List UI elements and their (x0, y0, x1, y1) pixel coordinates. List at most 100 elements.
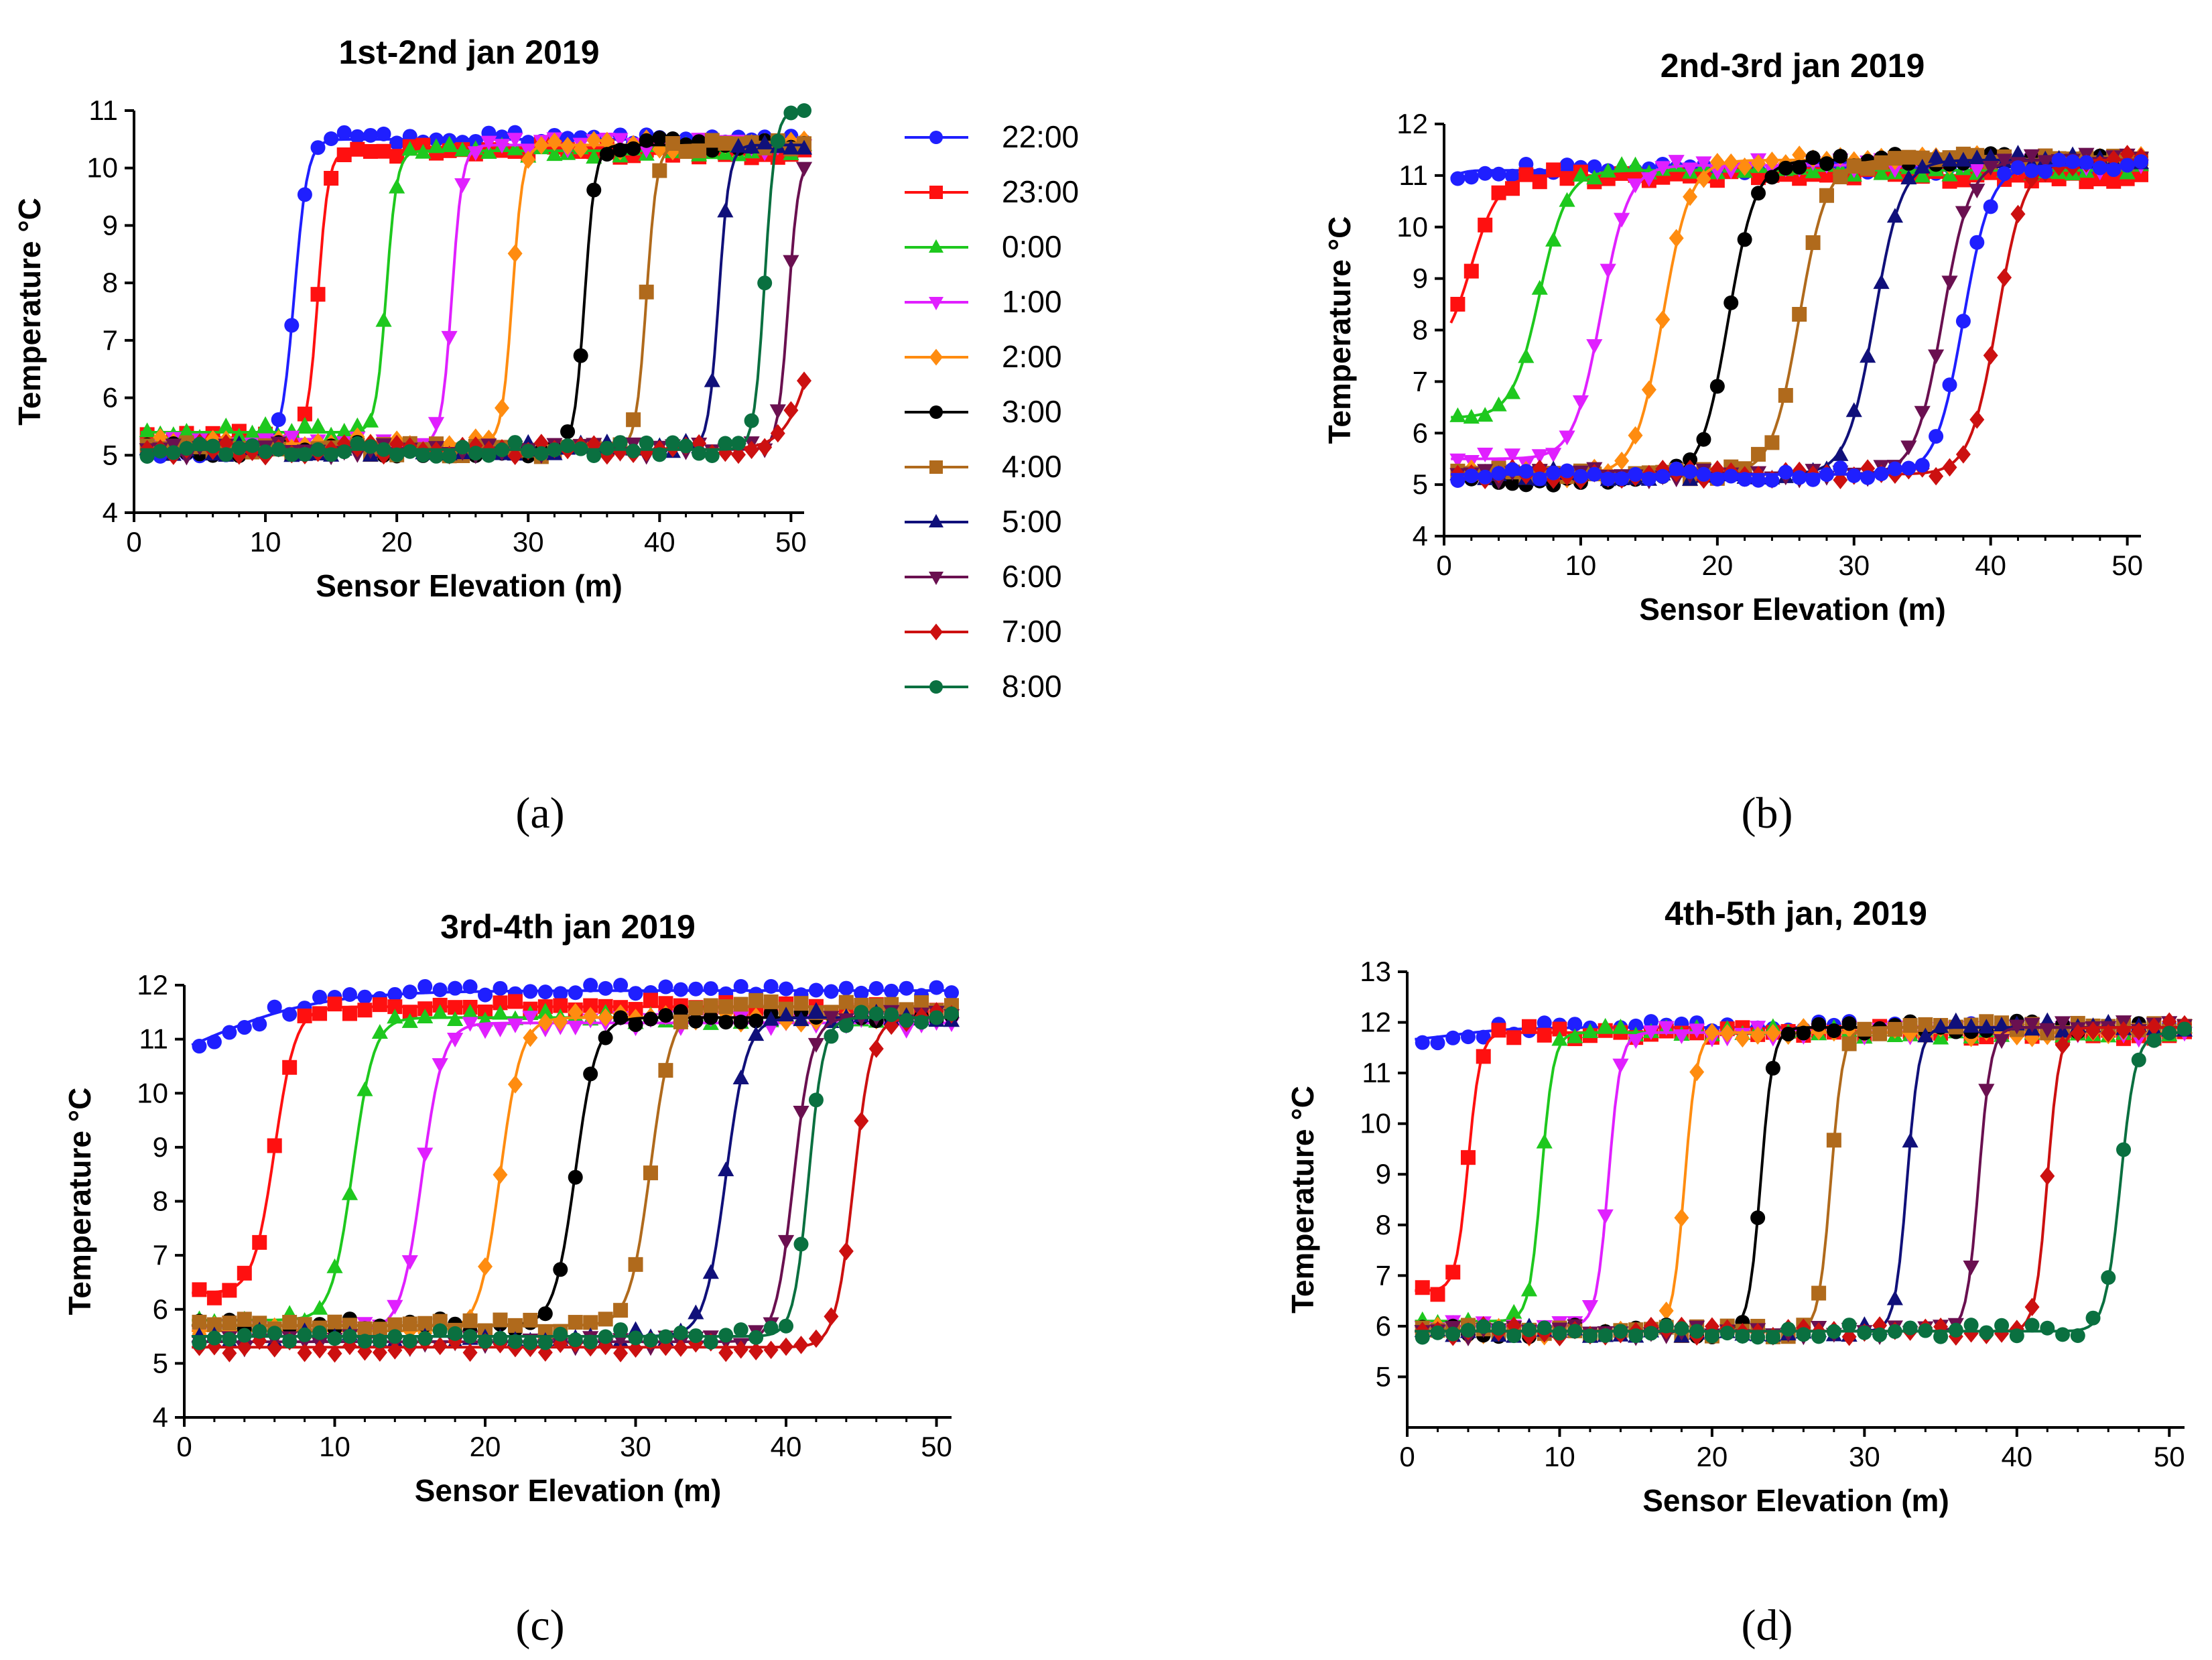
panel-b-point-6:00 (1982, 161, 1999, 176)
panel-d-point-2:00 (1689, 1062, 1705, 1082)
panel-b-point-2:00 (1669, 229, 1684, 248)
panel-b-point-8:00 (1546, 465, 1561, 481)
panel-c-point-0:00 (462, 1004, 478, 1019)
panel-a-xtick-label: 30 (513, 526, 544, 558)
panel-b-point-6:00 (2023, 149, 2040, 164)
panel-d-point-3:00 (1796, 1025, 1811, 1041)
panel-b-point-0:00 (1490, 396, 1507, 411)
panel-c-point-5:00 (793, 1011, 809, 1027)
legend-label-3:00: 3:00 (1002, 394, 1062, 429)
panel-a-point-0:00 (441, 135, 458, 151)
panel-c-point-1:00 (522, 1011, 539, 1026)
panel-a-point-8:00 (533, 446, 549, 461)
panel-c-point-1:00 (507, 1018, 524, 1033)
panel-d-point-8:00 (1521, 1322, 1537, 1338)
panel-b-point-8:00 (1723, 468, 1739, 484)
panel-a-fit-5:00 (140, 143, 804, 451)
panel-a-point-8:00 (586, 448, 602, 463)
panel-a-point-22:00 (336, 125, 352, 140)
panel-c-point-7:00 (222, 1344, 237, 1362)
panel-c-point-22:00 (568, 985, 583, 1001)
panel-b-point-8:00 (1887, 461, 1902, 476)
panel-c-point-23:00 (206, 1290, 222, 1305)
panel-a-point-8:00 (692, 446, 707, 461)
panel-c-point-4:00 (568, 1315, 583, 1330)
panel-b-point-1:00 (1654, 161, 1671, 176)
panel-b-point-3:00 (1696, 432, 1711, 447)
panel-a-xtick-label: 10 (250, 526, 281, 558)
panel-d-point-5:00 (1978, 1019, 1995, 1034)
panel-c-point-22:00 (944, 985, 959, 1001)
panel-b-point-1:00 (1531, 449, 1548, 464)
panel-a-point-1:00 (428, 417, 445, 432)
panel-b-ytick-label: 4 (1413, 520, 1428, 552)
panel-c-point-8:00 (402, 1334, 417, 1349)
panel-c-point-8:00 (688, 1328, 704, 1344)
panel-b-point-3:00 (1709, 379, 1725, 394)
panel-c-ytick-label: 7 (153, 1239, 168, 1271)
panel-a-point-23:00 (297, 406, 312, 422)
panel-c-point-3:00 (568, 1169, 583, 1185)
panel-b-point-0:00 (1449, 407, 1466, 422)
panel-b-point-8:00 (1696, 466, 1711, 482)
panel-a-point-2:00 (547, 132, 562, 151)
panel-d-point-8:00 (2009, 1328, 2024, 1344)
panel-a-fit-22:00 (140, 137, 804, 451)
panel-b-point-22:00 (1504, 168, 1520, 184)
panel-b-point-8:00 (1600, 471, 1616, 487)
panel-a-point-0:00 (218, 418, 235, 433)
panel-b-point-22:00 (1450, 171, 1466, 186)
panel-b-point-8:00 (1491, 466, 1506, 481)
panel-a-xtick-label: 0 (126, 526, 141, 558)
panel-c-point-23:00 (493, 995, 508, 1011)
panel-b-point-4:00 (1805, 235, 1821, 251)
panel-c-point-23:00 (237, 1265, 252, 1281)
panel-a-point-0:00 (362, 412, 379, 428)
panel-d-point-22:00 (1460, 1029, 1476, 1045)
panel-c-fit-23:00 (192, 1005, 952, 1295)
panel-d-point-7:00 (2146, 1017, 2162, 1036)
panel-b-point-8:00 (1833, 460, 1848, 476)
panel-d-xtick-label: 50 (2154, 1441, 2185, 1472)
panel-c-point-7:00 (432, 1336, 448, 1356)
panel-c-point-3:00 (658, 1008, 673, 1023)
panel-c-point-2:00 (537, 1013, 553, 1032)
panel-c-point-8:00 (462, 1329, 478, 1344)
panel-a-point-8:00 (363, 439, 378, 454)
panel-a-point-2:00 (573, 139, 588, 158)
panel-a-fit-6:00 (140, 170, 805, 451)
panel-a-point-0:00 (139, 422, 155, 438)
panel-c-point-7:00 (824, 1307, 839, 1326)
legend-label-1:00: 1:00 (1002, 284, 1062, 319)
panel-a-point-0:00 (507, 140, 523, 155)
panel-c-point-5:00 (718, 1161, 734, 1177)
panel-b-point-1:00 (1886, 163, 1904, 178)
panel-b-ytick-label: 11 (1398, 159, 1428, 191)
caption-b: (b) (1742, 789, 1793, 838)
panel-a-point-1:00 (612, 133, 629, 148)
panel-b-point-8:00 (1573, 468, 1588, 484)
panel-d-point-1:00 (1581, 1300, 1599, 1316)
panel-d-point-2:00 (1658, 1301, 1674, 1320)
panel-c-point-22:00 (733, 978, 749, 994)
panel-b-point-6:00 (1914, 405, 1931, 421)
panel-a-point-8:00 (192, 436, 208, 452)
panel-a-point-8:00 (166, 445, 181, 460)
panel-b-point-8:00 (1914, 458, 1930, 473)
panel-b-point-8:00 (2038, 164, 2053, 179)
panel-d-point-8:00 (1765, 1330, 1780, 1345)
panel-c-point-7:00 (237, 1338, 252, 1356)
panel-b-point-8:00 (1737, 472, 1752, 487)
panel-b-point-8:00 (1764, 472, 1780, 488)
panel-c-point-1:00 (462, 1017, 478, 1032)
panel-b-point-7:00 (2010, 204, 2026, 224)
panel-d-point-7:00 (2024, 1297, 2040, 1317)
panel-b-point-8:00 (1463, 468, 1479, 484)
panel-b-point-3:00 (1764, 170, 1780, 185)
panel-a-point-1:00 (480, 135, 497, 151)
panel-c-point-4:00 (914, 995, 929, 1011)
panel-b-ytick-label: 8 (1413, 314, 1428, 346)
panel-a-point-8:00 (507, 435, 523, 450)
panel-a-point-6:00 (783, 255, 799, 270)
panel-b-point-8:00 (2106, 162, 2122, 178)
